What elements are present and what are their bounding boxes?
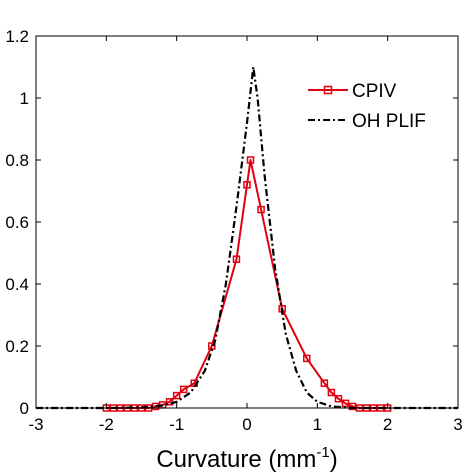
y-tick-label: 1.2: [5, 27, 29, 46]
legend-marker-1: [323, 85, 333, 95]
x-axis-title-exponent: -1: [316, 444, 329, 461]
data-point-marker: [172, 391, 181, 400]
x-axis-title-close: ): [330, 446, 338, 473]
y-tick-label: 0.4: [5, 275, 29, 294]
legend-box: [300, 74, 450, 134]
data-point-marker: [179, 385, 188, 394]
x-tick-label: -3: [28, 415, 43, 434]
data-point-marker: [327, 388, 336, 397]
data-point-marker: [232, 255, 241, 263]
data-point-marker: [320, 379, 329, 387]
y-tick-label: 1: [20, 89, 29, 108]
x-tick-label: 3: [453, 415, 462, 434]
x-tick-label: 0: [242, 415, 251, 434]
data-point-marker: [341, 399, 350, 408]
legend-label-1: CPIV: [352, 81, 397, 102]
x-tick-label: -1: [169, 415, 184, 434]
ticks-layer: -3 -2 -1 0 1 2 3 0 0.2 0.4 0.6 0.8 1 1.2: [5, 27, 462, 434]
x-axis-title-main: Curvature (mm: [156, 446, 316, 473]
legend-label-2: OH PLIF: [352, 111, 426, 132]
x-axis-title: Curvature (mm-1): [156, 444, 337, 473]
legend: CPIV OH PLIF: [300, 74, 450, 134]
data-point-marker: [243, 181, 251, 189]
data-point-marker: [348, 402, 357, 411]
x-tick-label: 1: [313, 415, 322, 434]
data-point-marker: [246, 156, 255, 164]
y-tick-label: 0.8: [5, 151, 29, 170]
y-tick-label: 0.6: [5, 213, 29, 232]
y-tick-label: 0: [20, 399, 29, 418]
series-line-2: [36, 65, 458, 410]
x-tick-label: -2: [99, 415, 114, 434]
data-point-marker: [334, 394, 343, 403]
y-tick-label: 0.2: [5, 337, 29, 356]
x-tick-label: 2: [383, 415, 392, 434]
data-point-marker: [303, 354, 311, 363]
data-point-marker: [257, 205, 265, 214]
